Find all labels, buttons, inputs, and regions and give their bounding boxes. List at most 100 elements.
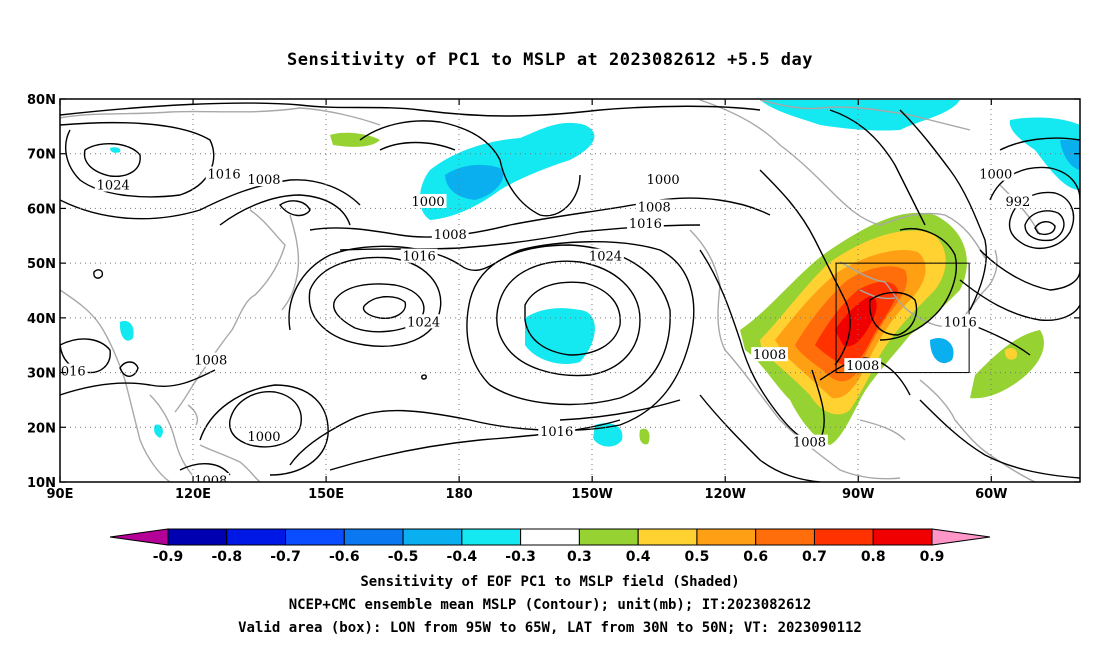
contour-label: 1008 <box>846 359 879 374</box>
contour-label: 1016 <box>403 250 436 265</box>
contour-label-bg <box>431 226 469 241</box>
colorbar-label: 0.7 <box>802 549 827 565</box>
contour-label-bg <box>245 429 283 444</box>
negative-sensitivity-shading <box>110 100 1080 447</box>
contour-label: 1000 <box>647 173 680 188</box>
lon-label: 150E <box>308 487 344 502</box>
colorbar-label: -0.3 <box>505 549 536 565</box>
gridlines <box>60 99 1080 482</box>
lon-label: 180 <box>446 487 473 502</box>
contour-label: 1008 <box>638 200 671 215</box>
contour-label: 1008 <box>247 173 280 188</box>
contour-label-bg <box>635 199 673 214</box>
contour-label: 1024 <box>589 250 622 265</box>
lat-label: 70N <box>27 148 56 163</box>
colorbar-label: 0.6 <box>743 549 768 565</box>
contour-label: 992 <box>1005 195 1030 210</box>
plot-title: Sensitivity of PC1 to MSLP at 2023082612… <box>286 50 813 70</box>
colorbar-segment <box>167 528 228 546</box>
contour-label: 1008 <box>434 228 467 243</box>
contour-label-bg <box>405 314 443 329</box>
colorbar-label: -0.7 <box>270 549 301 565</box>
colorbar-label: 0.3 <box>567 549 592 565</box>
caption-line-3: Valid area (box): LON from 95W to 65W, L… <box>238 620 862 636</box>
contour-label-bg <box>791 434 828 449</box>
colorbar-label: 0.8 <box>861 549 886 565</box>
colorbar-segment <box>285 528 345 546</box>
lon-label: 120E <box>175 487 211 502</box>
contour-label-bg <box>60 363 88 378</box>
contour-label: 1016 <box>944 315 977 330</box>
lon-label: 120W <box>704 487 745 502</box>
contour-label: 1008 <box>753 348 786 363</box>
colorbar-label: -0.8 <box>211 549 242 565</box>
colorbar-label: -0.4 <box>447 549 478 565</box>
plot-frame <box>59 98 1081 483</box>
colorbar-segment <box>755 528 815 546</box>
colorbar-segment <box>343 528 404 546</box>
contour-label-bg <box>205 166 243 181</box>
lat-label: 80N <box>27 93 56 108</box>
contour-label: 1000 <box>979 168 1012 183</box>
contour-label: 1008 <box>194 474 227 489</box>
colorbar-label: 0.5 <box>685 549 710 565</box>
colorbar-segment <box>520 528 580 546</box>
caption-line-1: Sensitivity of EOF PC1 to MSLP field (Sh… <box>360 574 740 590</box>
contour-label-bg <box>400 248 438 263</box>
contour-label-bg <box>751 347 788 362</box>
lat-label: 60N <box>27 202 56 217</box>
lat-label: 40N <box>27 312 56 327</box>
colorbar-label: -0.6 <box>329 549 360 565</box>
colorbar-label: -0.5 <box>388 549 419 565</box>
contour-label-bg <box>409 193 447 208</box>
contour-label-bg <box>626 215 664 230</box>
colorbar-segment <box>813 528 874 546</box>
lat-label: 30N <box>27 367 56 382</box>
contour-label-bg <box>644 172 682 187</box>
contour-labels: 1024 1016 1008 1000 1008 1016 1024 1000 1008 1016… <box>60 166 1033 489</box>
contour-label: 1008 <box>793 436 826 451</box>
contour-label-bg <box>245 172 283 187</box>
colorbar-high-triangle <box>931 528 991 546</box>
lon-label: 150W <box>571 487 612 502</box>
colorbar-segment <box>872 528 933 546</box>
caption-line-2: NCEP+CMC ensemble mean MSLP (Contour); u… <box>288 597 812 613</box>
lon-label: 60W <box>975 487 1007 502</box>
contour-label: 1008 <box>194 354 227 369</box>
contour-label-bg <box>844 358 882 373</box>
contour-label: 016 <box>61 365 86 380</box>
colorbar-label: -0.9 <box>153 549 184 565</box>
colorbar-segment <box>637 528 698 546</box>
colorbar-label: 0.9 <box>920 549 945 565</box>
contour-label-bg <box>538 423 576 438</box>
colorbar-segment <box>402 528 463 546</box>
contour-label: 1024 <box>407 315 440 330</box>
colorbar: -0.9 -0.8 -0.7 -0.6 -0.5 -0.4 -0.3 0.3 0.4 0.5 0.6… <box>109 528 991 565</box>
colorbar-segment <box>578 528 639 546</box>
colorbar-low-triangle <box>109 528 169 546</box>
contour-label-bg <box>1003 193 1033 208</box>
contour-label-bg <box>192 352 230 367</box>
contour-label-bg <box>587 248 624 263</box>
contour-label: 1016 <box>540 425 573 440</box>
lon-label: 90E <box>47 487 74 502</box>
colorbar-segment <box>461 528 522 546</box>
colorbar-segment <box>696 528 757 546</box>
contour-label: 1000 <box>412 195 445 210</box>
contour-label-bg <box>941 314 979 329</box>
contour-label-bg <box>94 177 132 192</box>
lat-label: 50N <box>27 257 56 272</box>
lat-label: 20N <box>27 421 56 436</box>
contour-label-bg <box>192 473 230 482</box>
lon-label: 90W <box>842 487 874 502</box>
colorbar-segment <box>226 528 287 546</box>
lat-label: 10N <box>27 476 56 491</box>
contour-label: 1024 <box>97 179 130 194</box>
contour-label: 1016 <box>629 217 662 232</box>
coastlines <box>60 99 1041 482</box>
colorbar-label: 0.4 <box>626 549 651 565</box>
contour-label: 1016 <box>208 168 241 183</box>
contour-label: 1000 <box>247 430 280 445</box>
